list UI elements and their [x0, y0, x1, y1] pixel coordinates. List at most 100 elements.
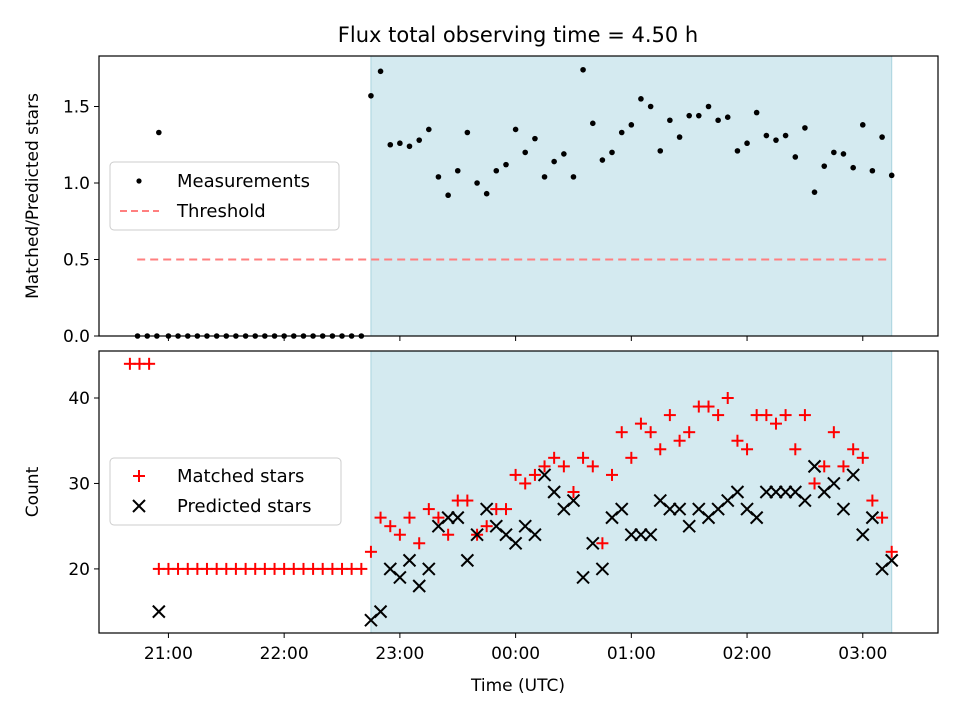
measurement-point: [368, 92, 374, 99]
matched-star-point: [798, 409, 811, 422]
ratio-panel: 0.0 0.5 1.0 1.5 Matched/Predicted stars Mea…: [23, 55, 939, 347]
measurement-point: [705, 103, 712, 110]
matched-star-point: [779, 409, 792, 422]
measurement-point: [406, 143, 413, 150]
matched-star-point: [634, 417, 647, 430]
measurement-point: [551, 158, 557, 165]
y-tick-label: 20: [68, 560, 90, 580]
matched-star-point: [586, 460, 599, 473]
predicted-star-point: [595, 562, 610, 576]
ratio-legend: Measurements Threshold: [109, 161, 340, 231]
measurement-point: [387, 141, 394, 148]
measurement-point: [609, 149, 615, 156]
matched-star-point: [712, 409, 725, 422]
predicted-star-point: [672, 502, 687, 516]
matched-star-point: [644, 426, 657, 439]
legend-predicted-marker: [132, 499, 146, 513]
measurement-point: [686, 112, 692, 119]
measurement-point: [426, 126, 432, 133]
matched-star-point: [866, 494, 879, 507]
measurement-point: [397, 140, 403, 147]
matched-star-point: [731, 434, 744, 447]
measurement-point: [532, 135, 538, 142]
observing-interval-shade: [370, 350, 893, 634]
measurement-point: [512, 126, 519, 133]
predicted-star-point: [778, 485, 793, 499]
legend-threshold-label: Threshold: [176, 201, 266, 222]
predicted-star-point: [441, 510, 455, 525]
legend-predicted-label: Predicted stars: [177, 496, 311, 517]
predicted-star-point: [451, 510, 465, 525]
measurement-point: [628, 122, 635, 128]
matched-star-point: [567, 486, 580, 498]
predicted-star-point: [807, 459, 822, 474]
predicted-star-point: [759, 485, 774, 499]
matched-star-point: [480, 520, 493, 533]
predicted-star-point: [643, 528, 658, 542]
measurement-point: [802, 125, 808, 131]
predicted-star-point: [508, 536, 523, 550]
predicted-star-point: [576, 570, 590, 585]
measurement-point: [840, 151, 847, 157]
measurement-point: [831, 149, 837, 156]
legend-measurements-label: Measurements: [177, 171, 310, 192]
matched-star-point: [856, 451, 869, 464]
matched-star-point: [606, 468, 619, 481]
measurement-point: [676, 134, 683, 140]
matched-star-point: [769, 417, 782, 430]
matched-star-point: [384, 520, 397, 533]
matched-star-point: [500, 503, 513, 516]
predicted-star-point: [470, 528, 484, 542]
matched-star-point: [673, 434, 686, 447]
ratio-legend-box: [109, 161, 340, 231]
measurement-point: [589, 120, 596, 127]
measurement-point: [821, 163, 828, 169]
y-tick-label: 0.5: [63, 250, 90, 270]
predicted-star-point: [846, 468, 860, 482]
count-legend-box: [109, 457, 342, 526]
measurement-point: [618, 129, 625, 136]
matched-star-point: [683, 426, 696, 439]
measurement-point: [570, 174, 577, 180]
y-tick-label: 40: [68, 389, 90, 409]
measurement-point: [888, 172, 895, 179]
matched-star-point: [519, 477, 532, 490]
predicted-star-point: [836, 502, 851, 516]
matched-star-point: [615, 426, 628, 439]
measurement-point: [483, 190, 490, 197]
predicted-star-point: [528, 528, 542, 542]
measurement-point: [782, 132, 789, 139]
predicted-star-point: [152, 604, 166, 619]
measurement-point: [445, 192, 451, 199]
measurement-point: [859, 122, 866, 128]
matched-star-point: [528, 468, 541, 481]
measurement-point: [647, 103, 654, 110]
observing-interval-shade: [370, 55, 893, 337]
predicted-star-point: [885, 553, 899, 568]
predicted-star-point: [537, 468, 552, 482]
predicted-star-point: [566, 493, 581, 508]
measurement-point: [869, 167, 876, 174]
legend-matched-marker: [133, 470, 145, 482]
measurement-point: [638, 96, 644, 102]
predicted-star-point: [769, 485, 783, 499]
predicted-star-point: [827, 476, 841, 491]
predicted-star-point: [856, 528, 870, 542]
matched-star-point: [548, 451, 561, 464]
matched-star-point: [422, 503, 435, 516]
x-tick-label: 21:00: [144, 644, 193, 664]
predicted-star-point: [749, 510, 764, 525]
measurement-point: [792, 154, 799, 160]
predicted-star-point: [393, 570, 407, 585]
matched-star-point: [461, 494, 474, 507]
matched-star-point: [847, 443, 860, 456]
predicted-star-point: [730, 485, 745, 499]
measurement-point: [493, 167, 500, 174]
matched-star-point: [143, 357, 156, 370]
x-axis-label: Time (UTC): [470, 676, 565, 696]
matched-star-point: [760, 409, 773, 422]
predicted-star-point: [865, 510, 880, 525]
measurement-point: [599, 157, 606, 163]
matched-star-point: [837, 460, 850, 473]
